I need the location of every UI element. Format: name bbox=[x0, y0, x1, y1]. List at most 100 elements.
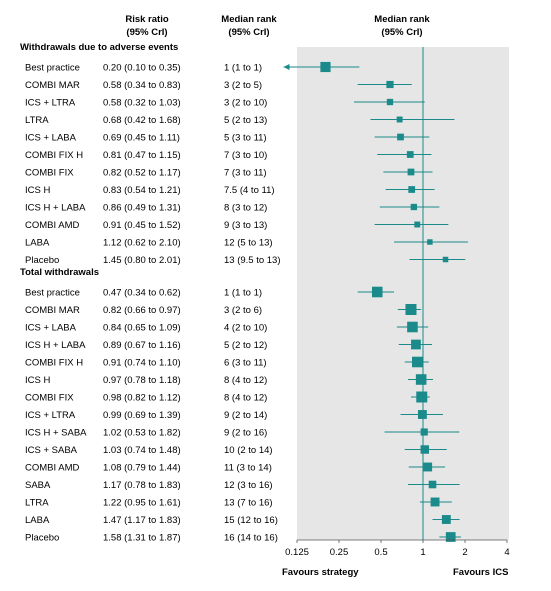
risk-ratio-text: 0.82 (0.52 to 1.17) bbox=[103, 168, 181, 179]
risk-ratio-text: 1.58 (1.31 to 1.87) bbox=[103, 533, 181, 544]
median-rank-text: 5 (2 to 13) bbox=[224, 115, 267, 126]
row-label: ICS H + SABA bbox=[25, 428, 87, 439]
risk-ratio-text: 0.82 (0.66 to 0.97) bbox=[103, 305, 181, 316]
median-rank-text: 1 (1 to 1) bbox=[224, 288, 262, 299]
risk-ratio-text: 0.99 (0.69 to 1.39) bbox=[103, 410, 181, 421]
median-rank-text: 12 (5 to 13) bbox=[224, 238, 273, 249]
risk-ratio-text: 0.69 (0.45 to 1.11) bbox=[103, 133, 180, 144]
row-label: COMBI AMD bbox=[25, 220, 80, 231]
median-rank-text: 16 (14 to 16) bbox=[224, 533, 278, 544]
estimate-marker bbox=[416, 391, 428, 403]
row-label: ICS + LABA bbox=[25, 323, 77, 334]
median-rank-text: 1 (1 to 1) bbox=[224, 63, 262, 74]
row-label: ICS + LABA bbox=[25, 133, 77, 144]
estimate-marker bbox=[415, 374, 427, 385]
rank-column-title-2: (95% CrI) bbox=[228, 27, 269, 38]
median-rank-text: 10 (2 to 14) bbox=[224, 445, 273, 456]
estimate-marker bbox=[423, 462, 433, 472]
row-label: COMBI FIX bbox=[25, 168, 74, 179]
median-rank-text: 8 (4 to 12) bbox=[224, 393, 267, 404]
risk-ratio-text: 0.97 (0.78 to 1.18) bbox=[103, 375, 181, 386]
risk-ratio-text: 1.17 (0.78 to 1.83) bbox=[103, 480, 181, 491]
plot-column-title-2: (95% CrI) bbox=[381, 27, 422, 38]
median-rank-text: 9 (2 to 14) bbox=[224, 410, 267, 421]
row-label: ICS H bbox=[25, 185, 50, 196]
median-rank-text: 3 (2 to 5) bbox=[224, 80, 262, 91]
estimate-marker bbox=[320, 61, 331, 73]
risk-ratio-text: 0.91 (0.45 to 1.52) bbox=[103, 220, 181, 231]
row-label: LABA bbox=[25, 515, 50, 526]
x-tick-label: 0.5 bbox=[374, 547, 387, 558]
estimate-marker bbox=[417, 410, 427, 419]
row-label: SABA bbox=[25, 480, 51, 491]
estimate-marker bbox=[411, 356, 423, 368]
estimate-marker bbox=[406, 151, 414, 158]
estimate-marker bbox=[386, 98, 394, 106]
x-tick-label: 0.25 bbox=[330, 547, 349, 558]
median-rank-text: 7 (3 to 10) bbox=[224, 150, 267, 161]
estimate-marker bbox=[445, 532, 456, 542]
risk-ratio-text: 0.47 (0.34 to 0.62) bbox=[103, 288, 181, 299]
median-rank-text: 12 (3 to 16) bbox=[224, 480, 273, 491]
median-rank-text: 15 (12 to 16) bbox=[224, 515, 278, 526]
estimate-marker bbox=[442, 256, 449, 263]
risk-ratio-text: 0.86 (0.49 to 1.31) bbox=[103, 203, 181, 214]
estimate-marker bbox=[411, 339, 421, 350]
median-rank-text: 6 (3 to 11) bbox=[224, 358, 267, 369]
estimate-marker bbox=[396, 116, 403, 123]
estimate-marker bbox=[410, 203, 418, 211]
estimate-marker bbox=[420, 428, 428, 436]
favours-right-label: Favours ICS bbox=[453, 567, 508, 578]
estimate-marker bbox=[408, 186, 416, 193]
risk-ratio-text: 1.45 (0.80 to 2.01) bbox=[103, 255, 181, 266]
risk-ratio-text: 1.02 (0.53 to 1.82) bbox=[103, 428, 181, 439]
estimate-marker bbox=[405, 304, 417, 315]
row-label: LTRA bbox=[25, 115, 49, 126]
median-rank-text: 9 (2 to 16) bbox=[224, 428, 267, 439]
median-rank-text: 9 (3 to 13) bbox=[224, 220, 267, 231]
estimate-marker bbox=[441, 515, 451, 524]
x-tick-label: 4 bbox=[504, 547, 509, 558]
row-label: COMBI AMD bbox=[25, 463, 80, 474]
row-label: Placebo bbox=[25, 255, 59, 266]
risk-ratio-text: 0.58 (0.32 to 1.03) bbox=[103, 98, 181, 109]
row-label: Placebo bbox=[25, 533, 59, 544]
x-tick-label: 0.125 bbox=[285, 547, 309, 558]
risk-ratio-text: 1.03 (0.74 to 1.48) bbox=[103, 445, 181, 456]
risk-ratio-text: 0.91 (0.74 to 1.10) bbox=[103, 358, 181, 369]
rr-column-title-1: Risk ratio bbox=[125, 14, 168, 25]
median-rank-text: 13 (9.5 to 13) bbox=[224, 255, 281, 266]
risk-ratio-text: 0.58 (0.34 to 0.83) bbox=[103, 80, 181, 91]
estimate-marker bbox=[397, 133, 404, 141]
row-label: ICS H bbox=[25, 375, 50, 386]
median-rank-text: 8 (4 to 12) bbox=[224, 375, 267, 386]
risk-ratio-text: 0.83 (0.54 to 1.21) bbox=[103, 185, 181, 196]
estimate-marker bbox=[427, 239, 433, 245]
risk-ratio-text: 0.98 (0.82 to 1.12) bbox=[103, 393, 181, 404]
median-rank-text: 13 (7 to 16) bbox=[224, 498, 273, 509]
risk-ratio-text: 0.68 (0.42 to 1.68) bbox=[103, 115, 181, 126]
risk-ratio-text: 0.20 (0.10 to 0.35) bbox=[103, 63, 181, 74]
x-tick-label: 2 bbox=[462, 547, 467, 558]
median-rank-text: 8 (3 to 12) bbox=[224, 203, 267, 214]
row-label: LTRA bbox=[25, 498, 49, 509]
row-label: ICS + SABA bbox=[25, 445, 78, 456]
median-rank-text: 4 (2 to 10) bbox=[224, 323, 267, 334]
median-rank-text: 3 (2 to 10) bbox=[224, 98, 267, 109]
median-rank-text: 7.5 (4 to 11) bbox=[224, 185, 275, 196]
risk-ratio-text: 1.12 (0.62 to 2.10) bbox=[103, 238, 181, 249]
median-rank-text: 5 (3 to 11) bbox=[224, 133, 267, 144]
row-label: COMBI MAR bbox=[25, 80, 80, 91]
x-tick-label: 1 bbox=[420, 547, 425, 558]
median-rank-text: 7 (3 to 11) bbox=[224, 168, 267, 179]
estimate-marker bbox=[386, 80, 394, 89]
row-label: COMBI MAR bbox=[25, 305, 80, 316]
risk-ratio-text: 1.08 (0.79 to 1.44) bbox=[103, 463, 181, 474]
rr-column-title-2: (95% CrI) bbox=[126, 27, 167, 38]
estimate-marker bbox=[371, 286, 383, 298]
estimate-marker bbox=[414, 221, 421, 228]
rank-column-title-1: Median rank bbox=[221, 14, 277, 25]
estimate-marker bbox=[428, 480, 437, 489]
estimate-marker bbox=[407, 168, 415, 176]
